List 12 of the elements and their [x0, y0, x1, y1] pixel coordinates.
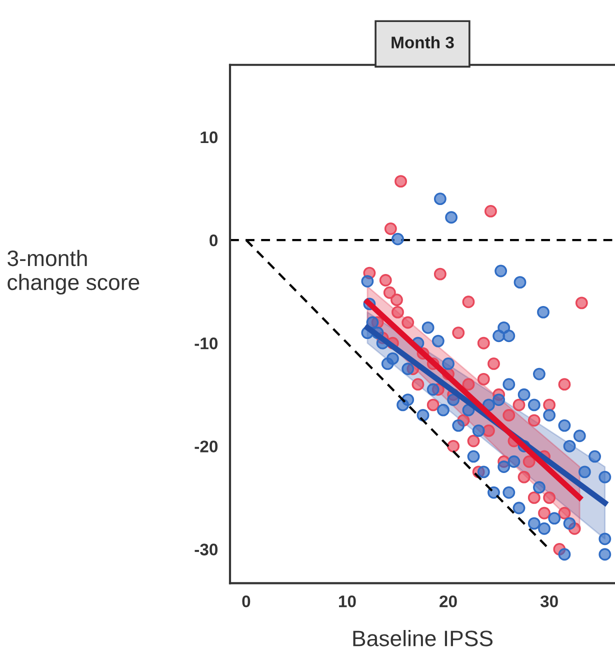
y-tick-label: -30 [194, 544, 218, 556]
y-tick-label: 0 [210, 234, 218, 246]
x-axis-title: Baseline IPSS [353, 630, 493, 646]
x-tick-label: 30 [540, 595, 558, 608]
x-tick-label: 20 [440, 595, 457, 608]
y-tick-label: -10 [194, 338, 218, 350]
y-axis-title: 3-month change score [8, 250, 140, 295]
chart-title: Month 3 [392, 36, 454, 48]
x-tick-label: 0 [242, 595, 250, 608]
x-tick-label: 10 [339, 595, 356, 608]
y-tick-label: -20 [194, 440, 218, 452]
y-tick-label: 10 [200, 131, 218, 144]
